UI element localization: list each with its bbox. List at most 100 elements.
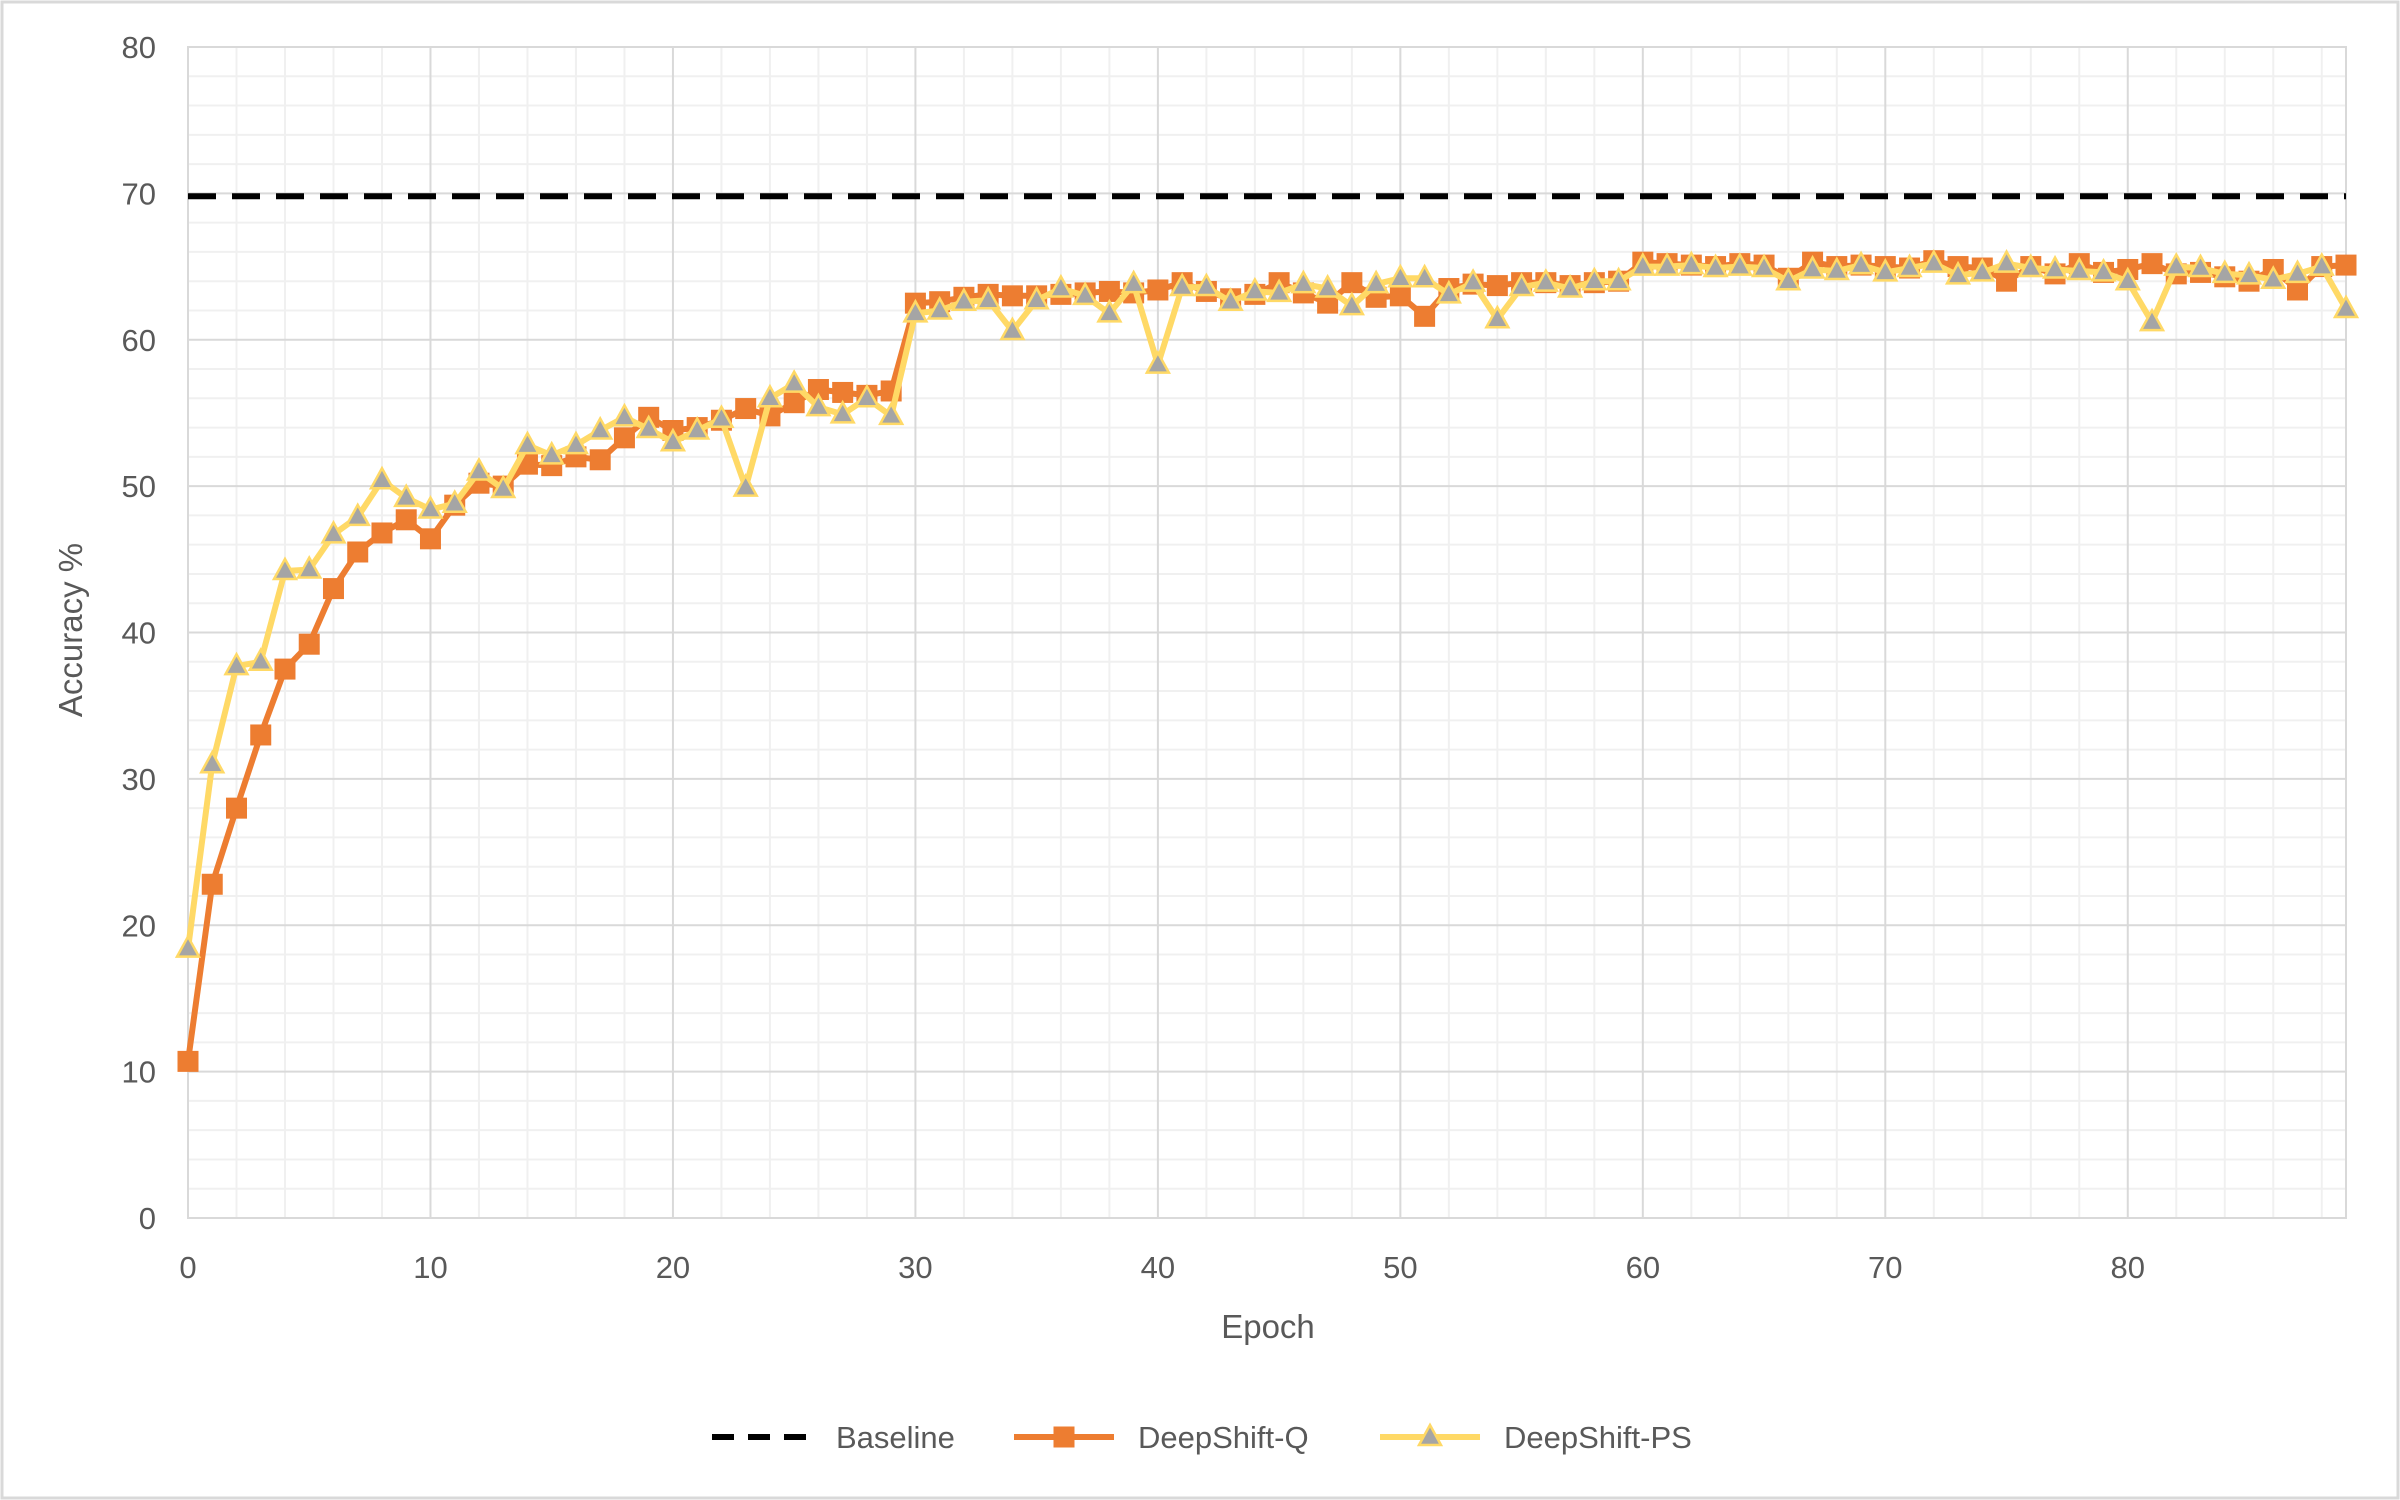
x-tick-label: 50: [1383, 1250, 1417, 1285]
data-point: [1969, 257, 1996, 282]
data-point: [417, 494, 444, 519]
data-point: [2066, 256, 2093, 281]
data-point: [1799, 254, 1826, 279]
data-point: [1290, 269, 1317, 294]
data-point: [371, 522, 393, 544]
data-point: [1459, 268, 1487, 292]
data-point: [2141, 253, 2163, 275]
y-tick-label: 20: [122, 908, 156, 943]
data-point: [1338, 291, 1365, 316]
data-point: [2308, 251, 2335, 276]
x-tick-label: 80: [2111, 1250, 2145, 1285]
legend-item: DeepShift-PS: [1380, 1420, 1692, 1455]
data-point: [832, 381, 854, 403]
data-point: [2138, 307, 2166, 332]
data-point: [735, 398, 757, 420]
data-point: [732, 472, 759, 497]
gridlines: [188, 46, 2346, 1219]
data-point: [635, 414, 662, 439]
x-tick-label: 70: [1868, 1250, 1902, 1285]
data-point: [1556, 273, 1584, 298]
y-tick-label: 0: [139, 1201, 156, 1236]
data-point: [1341, 272, 1363, 294]
y-axis-label: Accuracy %: [52, 543, 89, 717]
data-point: [395, 509, 417, 531]
data-point: [320, 519, 347, 544]
data-point: [1387, 263, 1414, 288]
axes: [187, 46, 2347, 1219]
data-point: [2332, 294, 2360, 319]
data-point: [1362, 269, 1390, 294]
data-point: [708, 404, 735, 429]
data-point: [1266, 278, 1293, 303]
data-point: [1678, 250, 1705, 275]
data-point: [298, 633, 320, 655]
data-point: [2114, 266, 2141, 291]
data-point: [177, 1050, 199, 1072]
y-tick-label: 40: [122, 616, 156, 651]
data-point: [1847, 250, 1875, 275]
x-tick-label: 40: [1141, 1250, 1175, 1285]
data-point: [250, 724, 272, 746]
data-point: [538, 440, 565, 465]
data-point: [1411, 263, 1438, 288]
data-point: [1775, 266, 1802, 291]
data-point: [926, 295, 953, 320]
data-point: [1581, 266, 1608, 291]
y-tick-label: 60: [122, 323, 156, 358]
data-point: [1147, 279, 1169, 301]
data-point: [781, 369, 808, 393]
data-point: [1532, 268, 1559, 292]
data-point: [1726, 251, 1753, 276]
data-point: [659, 427, 687, 452]
data-point: [587, 415, 614, 440]
data-point: [1996, 270, 2018, 292]
data-point: [199, 749, 226, 774]
data-point: [274, 658, 296, 680]
legend-label: Baseline: [836, 1420, 955, 1455]
data-point: [368, 465, 396, 490]
data-point: [1484, 304, 1511, 329]
y-tick-label: 70: [122, 176, 156, 211]
data-point: [223, 651, 250, 676]
plot-area: [174, 193, 2360, 1072]
data-point: [1120, 269, 1147, 294]
data-point: [225, 797, 247, 819]
data-point: [1414, 305, 1436, 327]
data-point: [1098, 280, 1120, 302]
data-point: [975, 285, 1002, 310]
data-point: [1605, 266, 1632, 291]
data-point: [1217, 287, 1244, 311]
data-point: [1193, 272, 1220, 297]
y-tick-label: 50: [122, 469, 156, 504]
data-point: [174, 934, 202, 958]
data-point: [2017, 253, 2044, 278]
y-tick-label: 30: [122, 762, 156, 797]
data-point: [1096, 298, 1123, 323]
legend: Baseline DeepShift-Q DeepShift-PS: [712, 1420, 1692, 1455]
data-point: [1653, 251, 1681, 276]
legend-marker: [1416, 1422, 1444, 1447]
x-tick-label: 60: [1626, 1250, 1660, 1285]
data-point: [441, 489, 468, 513]
data-point: [1920, 249, 1947, 273]
data-point: [490, 474, 517, 499]
data-point: [684, 415, 711, 440]
data-point: [1486, 275, 1508, 297]
data-point: [853, 383, 881, 408]
data-point: [2163, 251, 2190, 276]
data-point: [514, 430, 541, 455]
data-point: [2090, 257, 2117, 282]
data-point: [1872, 257, 1899, 282]
data-point: [829, 399, 856, 424]
data-point: [247, 647, 274, 672]
plot-frame: [187, 46, 2347, 1219]
data-point: [1144, 350, 1172, 374]
x-tick-label: 0: [179, 1250, 196, 1285]
data-point: [2260, 265, 2287, 289]
data-point: [805, 392, 832, 417]
data-point: [1169, 272, 1196, 297]
data-point: [999, 316, 1026, 341]
x-axis-label: Epoch: [1221, 1308, 1315, 1345]
data-point: [1241, 276, 1268, 301]
